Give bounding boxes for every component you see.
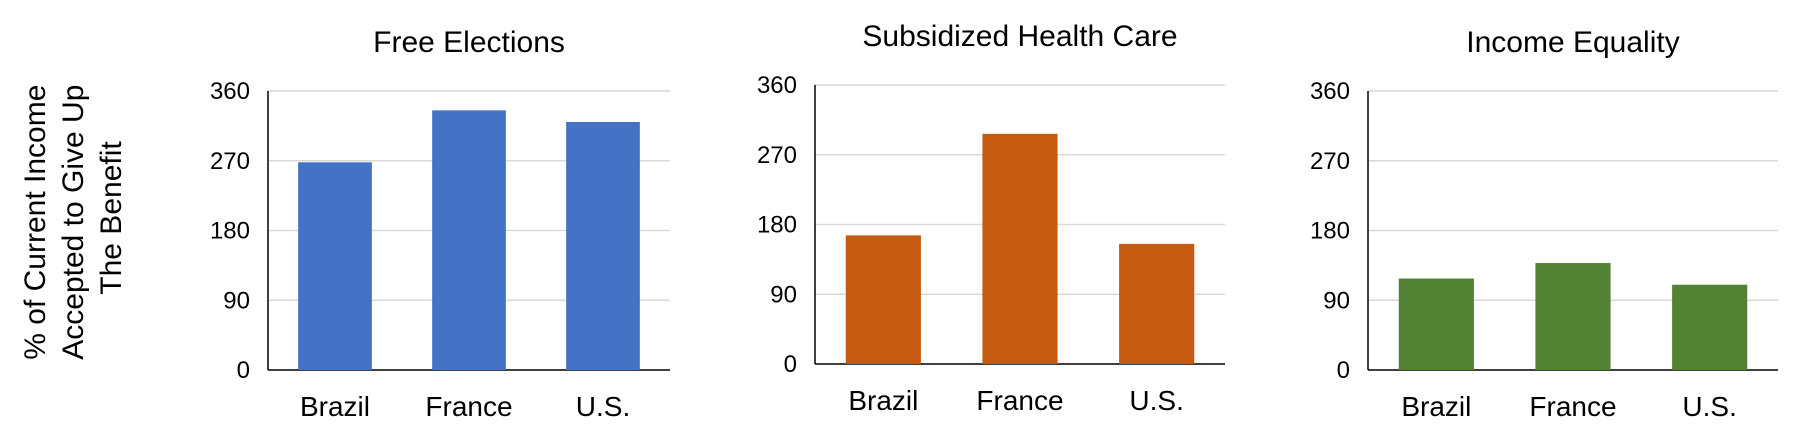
- chart-panel-2: 0 90 180 270 360 Brazil France U.S. Subsidized H…: [757, 20, 1225, 416]
- chart-title: Subsidized Health Care: [862, 20, 1177, 53]
- y-tick-label: 180: [757, 212, 797, 239]
- chart-panel-3: 0 90 180 270 360 Brazil France U.S. Income Equal…: [1310, 26, 1778, 422]
- x-category-label: France: [1529, 391, 1616, 422]
- y-tick-label: 0: [1337, 357, 1350, 384]
- x-category-label: France: [425, 391, 512, 422]
- x-category-label: Brazil: [300, 391, 370, 422]
- bar-brazil: [1398, 278, 1474, 370]
- bar-u-s: [566, 122, 640, 370]
- y-tick-label: 90: [770, 281, 797, 308]
- bar-u-s: [1119, 243, 1195, 364]
- bar-brazil: [298, 162, 372, 370]
- y-tick-label: 180: [1310, 218, 1350, 245]
- x-category-label: France: [976, 385, 1063, 416]
- x-category-label: U.S.: [1682, 391, 1736, 422]
- y-tick-label: 90: [1323, 287, 1350, 314]
- bar-france: [982, 133, 1058, 364]
- y-axis-label: % of Current Income Accepted to Give Up …: [19, 76, 128, 360]
- y-axis-label-line-2: Accepted to Give Up: [57, 85, 90, 360]
- y-tick-label: 180: [210, 218, 250, 245]
- x-category-label: Brazil: [848, 385, 918, 416]
- y-tick-label: 270: [757, 142, 797, 169]
- x-category-label: U.S.: [576, 391, 630, 422]
- chart-panel-1: 0 90 180 270 360 Brazil France U.S. Free Electio…: [210, 26, 670, 422]
- bar-u-s: [1672, 284, 1748, 370]
- x-category-label: U.S.: [1129, 385, 1183, 416]
- y-tick-label: 0: [237, 357, 250, 384]
- y-tick-label: 360: [210, 78, 250, 105]
- y-tick-label: 270: [210, 148, 250, 175]
- y-axis-label-line-3: The Benefit: [95, 141, 128, 295]
- bar-brazil: [845, 235, 921, 364]
- y-axis-label-line-1: % of Current Income: [19, 85, 52, 360]
- chart-title: Free Elections: [373, 26, 565, 59]
- y-tick-label: 270: [1310, 148, 1350, 175]
- y-tick-label: 360: [757, 72, 797, 99]
- x-category-label: Brazil: [1401, 391, 1471, 422]
- y-tick-label: 360: [1310, 78, 1350, 105]
- charts-group: 0 90 180 270 360 Brazil France U.S. Free Electio…: [210, 20, 1778, 422]
- bar-france: [1535, 263, 1611, 370]
- chart-title: Income Equality: [1466, 26, 1679, 59]
- bar-france: [432, 110, 506, 370]
- y-tick-label: 0: [784, 351, 797, 378]
- y-tick-label: 90: [223, 287, 250, 314]
